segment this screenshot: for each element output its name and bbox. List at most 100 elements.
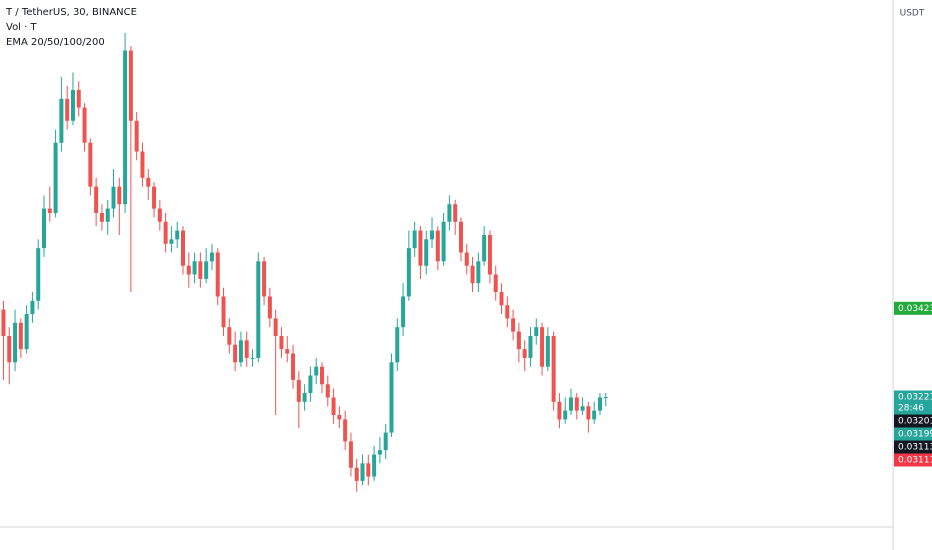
candle-body: [470, 265, 475, 284]
candle: [557, 393, 562, 429]
candle-body: [59, 98, 64, 143]
candle-body: [499, 292, 504, 306]
candle: [482, 226, 487, 266]
candle: [244, 331, 249, 367]
candle-body: [516, 331, 521, 350]
candle-body: [574, 397, 579, 411]
candle: [470, 256, 475, 293]
candle-body: [597, 397, 602, 411]
candle-body: [447, 204, 452, 222]
candle: [337, 406, 342, 429]
candle-body: [163, 221, 168, 244]
volume-legend: Vol · T: [6, 22, 37, 33]
candle-body: [592, 410, 597, 420]
candle-body: [7, 335, 12, 363]
countdown: 28:46: [898, 404, 924, 414]
candle: [273, 309, 278, 416]
candle: [291, 344, 296, 389]
price-label: 0.03111: [898, 456, 932, 466]
candle: [435, 226, 440, 271]
candle-body: [233, 344, 238, 363]
candle: [377, 436, 382, 464]
price-label: 0.03113: [898, 443, 932, 453]
candle: [7, 327, 12, 385]
candle: [42, 195, 47, 257]
candle: [534, 318, 539, 345]
candle-body: [534, 327, 539, 336]
candle-body: [482, 234, 487, 262]
candle: [285, 335, 290, 363]
candle: [516, 322, 521, 363]
candle-body: [453, 204, 458, 222]
candle-body: [401, 296, 406, 328]
candle: [418, 226, 423, 279]
candle-body: [522, 349, 527, 358]
candle-body: [238, 340, 243, 363]
candle-body: [250, 357, 255, 359]
candle-body: [464, 252, 469, 266]
candle: [551, 331, 556, 411]
candle-body: [319, 366, 324, 385]
candle: [256, 252, 261, 363]
candle-body: [563, 410, 568, 420]
candle-body: [395, 327, 400, 363]
candle-body: [1, 309, 6, 336]
candle: [331, 388, 336, 424]
candle-body: [36, 248, 41, 301]
candle-body: [82, 107, 87, 143]
candle-body: [430, 230, 435, 240]
candle-body: [169, 239, 174, 244]
candle-body: [262, 261, 267, 297]
candle-body: [192, 261, 197, 275]
price-label-box: [894, 414, 932, 428]
candle-body: [580, 406, 585, 411]
candle-body: [540, 327, 545, 367]
candle: [157, 199, 162, 231]
candle: [47, 186, 52, 222]
candle: [319, 362, 324, 394]
candle-body: [418, 230, 423, 266]
symbol-title: T / TetherUS, 30, BINANCE: [5, 7, 137, 18]
candle: [233, 331, 238, 372]
candle: [1, 300, 6, 380]
price-label-box: [894, 301, 932, 315]
candle-body: [47, 208, 52, 213]
candle-body: [18, 322, 23, 350]
candle: [389, 353, 394, 437]
candle: [99, 204, 104, 231]
candle-body: [204, 261, 209, 279]
candle: [30, 292, 35, 323]
candle: [238, 331, 243, 367]
candle-body: [343, 419, 348, 442]
candle: [128, 46, 133, 293]
candle-body: [279, 335, 284, 350]
currency-label[interactable]: USDT: [900, 9, 925, 19]
candle-body: [70, 90, 75, 121]
candle-body: [586, 406, 591, 420]
candle-body: [383, 432, 388, 451]
candle-body: [94, 186, 99, 213]
candle: [13, 309, 18, 372]
candle-body: [291, 353, 296, 380]
candle-body: [128, 50, 133, 121]
candle: [453, 199, 458, 235]
candle-body: [372, 454, 377, 477]
candle: [134, 111, 139, 161]
candle-body: [227, 327, 232, 345]
candle: [383, 423, 388, 459]
candle: [65, 85, 70, 130]
candle: [464, 243, 469, 275]
candle-body: [487, 234, 492, 275]
candle: [70, 72, 75, 126]
candle: [24, 305, 29, 354]
candle-body: [99, 212, 104, 222]
candle: [499, 283, 504, 315]
candle: [528, 327, 533, 367]
candle: [314, 357, 319, 385]
candle-body: [458, 221, 463, 253]
candle: [493, 265, 498, 301]
candle: [94, 177, 99, 227]
candle: [105, 199, 110, 235]
price-label-box: [894, 390, 932, 415]
